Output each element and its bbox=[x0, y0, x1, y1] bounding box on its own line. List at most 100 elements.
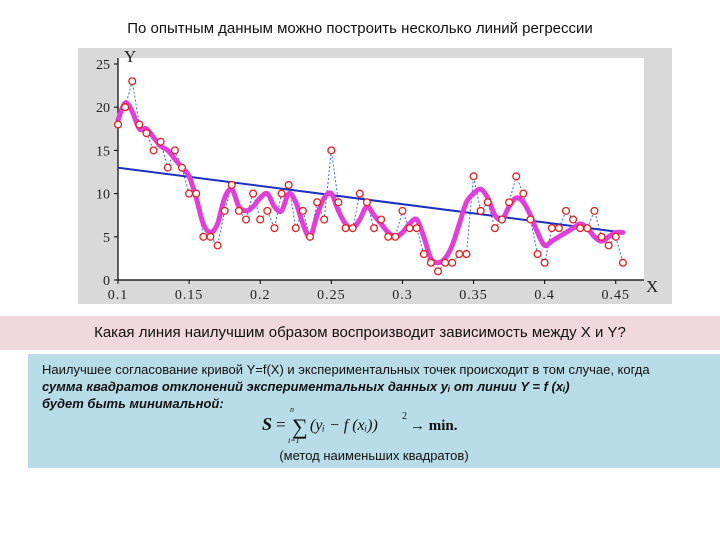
data-point bbox=[490, 224, 499, 233]
data-point bbox=[618, 258, 627, 267]
data-point bbox=[377, 215, 386, 224]
data-point bbox=[199, 232, 208, 241]
data-point bbox=[249, 189, 258, 198]
least-squares-formula: S = n ∑ i=1 (yᵢ − f (xᵢ)) 2 → min. bbox=[262, 405, 458, 444]
data-point bbox=[291, 224, 300, 233]
data-point bbox=[519, 189, 528, 198]
y-tick-label: 25 bbox=[96, 58, 110, 73]
data-point bbox=[320, 215, 329, 224]
y-tick-label: 10 bbox=[96, 188, 110, 203]
data-point bbox=[192, 189, 201, 198]
regression-chart: 0 5 10 15 20 25 0.1 0.15 0.2 0.25 0.3 0.35 0.4 0.45 Y X bbox=[78, 48, 672, 304]
data-point bbox=[597, 232, 606, 241]
x-tick-label: 0.2 bbox=[250, 288, 271, 303]
data-point bbox=[142, 129, 151, 138]
data-point bbox=[263, 206, 272, 215]
formula-sum-upper: n bbox=[290, 405, 294, 414]
data-point bbox=[512, 172, 521, 181]
data-point bbox=[561, 206, 571, 215]
data-point bbox=[135, 120, 144, 129]
data-point bbox=[569, 215, 578, 224]
method-caption: (метод наименьших квадратов) bbox=[279, 448, 469, 463]
data-point bbox=[113, 120, 123, 129]
data-point bbox=[270, 224, 279, 233]
data-point bbox=[355, 189, 364, 198]
formula-s: S bbox=[262, 414, 272, 434]
data-point bbox=[327, 146, 336, 155]
data-point bbox=[505, 198, 514, 207]
data-point bbox=[412, 224, 421, 233]
data-point bbox=[547, 224, 556, 233]
explanation-line-2: сумма квадратов отклонений экспериментал… bbox=[42, 379, 570, 394]
data-point bbox=[611, 232, 620, 241]
regression-chart-svg: 0 5 10 15 20 25 0.1 0.15 0.2 0.25 0.3 0.35 0.4 0.45 Y X bbox=[78, 48, 672, 304]
formula-sum-lower: i=1 bbox=[288, 436, 300, 444]
question-band: Какая линия наилучшим образом воспроизво… bbox=[0, 316, 720, 350]
data-point bbox=[234, 206, 243, 215]
data-point bbox=[526, 215, 535, 224]
data-point bbox=[156, 137, 165, 146]
y-tick-label: 5 bbox=[103, 231, 110, 246]
data-point bbox=[554, 224, 563, 233]
formula-arrow-min: → min. bbox=[410, 418, 458, 434]
x-tick-label: 0.25 bbox=[317, 288, 346, 303]
data-point bbox=[462, 250, 471, 259]
question-text: Какая линия наилучшим образом воспроизво… bbox=[94, 324, 626, 341]
data-point bbox=[469, 172, 478, 181]
data-point bbox=[277, 189, 286, 198]
y-tick-label: 15 bbox=[96, 144, 110, 159]
sum-sign-icon: ∑ bbox=[292, 414, 308, 439]
data-point bbox=[398, 206, 407, 215]
data-point bbox=[441, 258, 450, 267]
data-point bbox=[540, 258, 549, 267]
experimental-dotted-line bbox=[117, 81, 624, 273]
x-axis-label: X bbox=[646, 277, 658, 296]
y-tick-label: 20 bbox=[96, 101, 110, 116]
y-tick-label: 0 bbox=[103, 274, 110, 289]
data-point bbox=[284, 180, 293, 190]
data-point bbox=[362, 198, 371, 207]
data-point bbox=[405, 224, 414, 233]
data-point bbox=[455, 250, 464, 259]
data-point bbox=[369, 224, 379, 233]
x-tick-label: 0.4 bbox=[534, 288, 555, 303]
x-tick-label: 0.35 bbox=[459, 288, 488, 303]
x-tick-label: 0.3 bbox=[392, 288, 413, 303]
data-point bbox=[149, 146, 158, 155]
data-point bbox=[334, 198, 343, 207]
data-point bbox=[384, 232, 393, 241]
x-tick-label: 0.15 bbox=[175, 288, 204, 303]
data-point bbox=[348, 224, 357, 233]
explanation-line-3: будет быть минимальной: bbox=[42, 396, 224, 411]
data-point bbox=[576, 224, 585, 233]
explanation-box: Наилучшее согласование кривой Y=f(X) и э… bbox=[28, 354, 720, 468]
data-point bbox=[256, 215, 265, 224]
data-point bbox=[590, 206, 599, 215]
formula-body: (yᵢ − f (xᵢ)) bbox=[310, 417, 378, 434]
formula-equals: = bbox=[276, 415, 286, 434]
smooth-regression-curve bbox=[115, 100, 626, 266]
data-point bbox=[185, 189, 194, 198]
data-point bbox=[391, 232, 400, 241]
data-point bbox=[227, 180, 236, 190]
explanation-line-1: Наилучшее согласование кривой Y=f(X) и э… bbox=[42, 362, 650, 377]
data-point bbox=[128, 77, 137, 86]
data-point bbox=[604, 241, 613, 250]
formula-power: 2 bbox=[402, 411, 407, 422]
data-point bbox=[341, 224, 350, 233]
data-point bbox=[476, 206, 485, 215]
data-point bbox=[177, 163, 187, 172]
data-point bbox=[170, 146, 179, 155]
data-point bbox=[206, 232, 215, 241]
data-point bbox=[121, 103, 130, 112]
data-point bbox=[241, 215, 251, 224]
data-point bbox=[448, 258, 457, 267]
data-point bbox=[298, 206, 307, 215]
data-point bbox=[220, 206, 229, 215]
data-point bbox=[419, 250, 428, 259]
data-point bbox=[213, 241, 222, 250]
x-tick-label: 0.1 bbox=[108, 288, 129, 303]
data-point bbox=[483, 198, 492, 207]
data-point bbox=[583, 224, 592, 233]
data-point bbox=[305, 232, 315, 241]
